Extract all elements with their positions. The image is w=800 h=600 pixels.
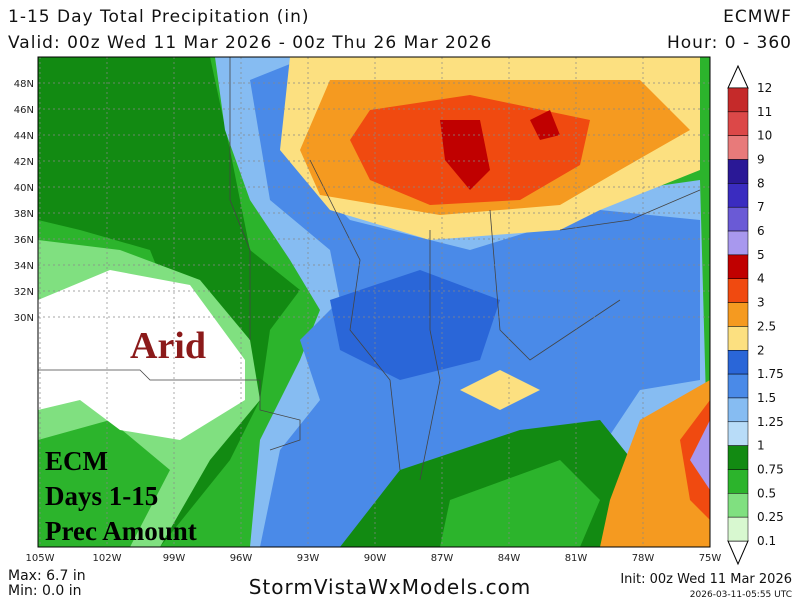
colorbar-swatch bbox=[727, 183, 749, 208]
lat-label: 48N bbox=[14, 79, 34, 90]
min: Min: 0.0 in bbox=[8, 583, 82, 599]
colorbar-swatch bbox=[727, 445, 749, 470]
colorbar-swatch bbox=[727, 87, 749, 113]
colorbar-label: 7 bbox=[757, 200, 765, 214]
colorbar-label: 0.5 bbox=[757, 486, 776, 500]
colorbar-swatch bbox=[727, 302, 749, 327]
colorbar-swatch bbox=[727, 493, 749, 518]
colorbar-swatch bbox=[727, 254, 749, 279]
model: ECMWF bbox=[723, 7, 792, 27]
colorbar-cap bbox=[727, 64, 749, 89]
colorbar-cap bbox=[727, 540, 749, 566]
lat-label: 42N bbox=[14, 157, 34, 168]
lat-label: 30N bbox=[14, 313, 34, 324]
colorbar-label: 8 bbox=[757, 176, 765, 190]
lon-label: 99W bbox=[163, 553, 186, 564]
note-line: ECM bbox=[45, 446, 108, 476]
colorbar-swatch bbox=[727, 206, 749, 232]
colorbar-label: 0.25 bbox=[757, 510, 784, 524]
colorbar-label: 9 bbox=[757, 153, 765, 167]
colorbar-label: 1.75 bbox=[757, 367, 784, 381]
colorbar-swatch bbox=[727, 230, 749, 256]
site: StormVistaWxModels.com bbox=[249, 575, 532, 599]
lon-label: 90W bbox=[364, 553, 387, 564]
lat-label: 46N bbox=[14, 105, 34, 116]
map bbox=[38, 57, 710, 547]
lon-label: 78W bbox=[632, 553, 655, 564]
colorbar-label: 1.25 bbox=[757, 415, 784, 429]
lon-label: 75W bbox=[699, 553, 722, 564]
timestamp: 2026-03-11-05:55 UTC bbox=[690, 590, 792, 600]
valid-time: Valid: 00z Wed 11 Mar 2026 - 00z Thu 26 … bbox=[8, 33, 492, 53]
colorbar-label: 1 bbox=[757, 439, 765, 453]
note-line: Prec Amount bbox=[45, 516, 197, 546]
lat-label: 40N bbox=[14, 183, 34, 194]
lat-label: 44N bbox=[14, 131, 34, 142]
colorbar-swatch bbox=[727, 469, 749, 494]
colorbar-swatch bbox=[727, 135, 749, 160]
lon-label: 102W bbox=[93, 553, 122, 564]
lat-label: 38N bbox=[14, 209, 34, 220]
lat-label: 34N bbox=[14, 261, 34, 272]
colorbar-label: 4 bbox=[757, 272, 765, 286]
colorbar-label: 6 bbox=[757, 224, 765, 238]
colorbar-label: 0.75 bbox=[757, 462, 784, 476]
colorbar-swatch bbox=[727, 111, 749, 136]
colorbar-swatch bbox=[727, 278, 749, 303]
colorbar-swatch bbox=[727, 159, 749, 184]
arid-label: Arid bbox=[130, 325, 206, 367]
colorbar-swatch bbox=[727, 326, 749, 351]
colorbar-swatch bbox=[727, 421, 749, 446]
lon-label: 105W bbox=[26, 553, 55, 564]
lat-label: 36N bbox=[14, 235, 34, 246]
colorbar-swatch bbox=[727, 350, 749, 375]
colorbar-swatch bbox=[727, 373, 749, 399]
colorbar-label: 5 bbox=[757, 248, 765, 262]
colorbar-swatch bbox=[727, 516, 749, 542]
lon-label: 96W bbox=[230, 553, 253, 564]
note-line: Days 1-15 bbox=[45, 481, 158, 511]
colorbar-label: 11 bbox=[757, 105, 772, 119]
colorbar-swatch bbox=[727, 397, 749, 423]
colorbar-label: 3 bbox=[757, 296, 765, 310]
colorbar-label: 2 bbox=[757, 343, 765, 357]
lat-label: 32N bbox=[14, 287, 34, 298]
hour-range: Hour: 0 - 360 bbox=[667, 33, 792, 53]
colorbar-label: 10 bbox=[757, 129, 772, 143]
map-frame bbox=[37, 56, 711, 548]
lon-label: 81W bbox=[565, 553, 588, 564]
colorbar-label: 2.5 bbox=[757, 319, 776, 333]
max: Max: 6.7 in bbox=[8, 568, 86, 584]
init-time: Init: 00z Wed 11 Mar 2026 bbox=[620, 572, 792, 587]
colorbar-label: 12 bbox=[757, 81, 772, 95]
lon-label: 87W bbox=[431, 553, 454, 564]
title: 1-15 Day Total Precipitation (in) bbox=[8, 7, 310, 27]
colorbar-label: 0.1 bbox=[757, 534, 776, 548]
lon-label: 84W bbox=[498, 553, 521, 564]
colorbar-label: 1.5 bbox=[757, 391, 776, 405]
lon-label: 93W bbox=[297, 553, 320, 564]
